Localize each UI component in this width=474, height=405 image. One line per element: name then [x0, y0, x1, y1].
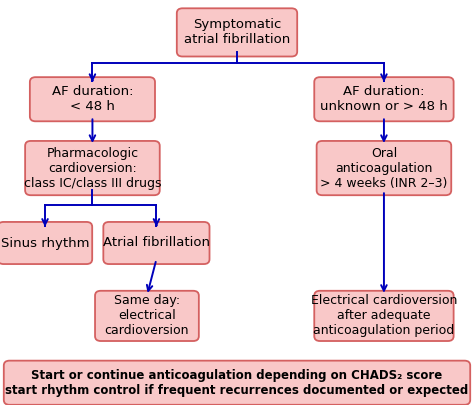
- FancyBboxPatch shape: [25, 141, 160, 195]
- FancyBboxPatch shape: [314, 77, 454, 122]
- FancyBboxPatch shape: [317, 141, 451, 195]
- FancyBboxPatch shape: [0, 222, 92, 264]
- Text: AF duration:
unknown or > 48 h: AF duration: unknown or > 48 h: [320, 85, 448, 113]
- FancyBboxPatch shape: [314, 291, 454, 341]
- Text: Symptomatic
atrial fibrillation: Symptomatic atrial fibrillation: [184, 18, 290, 47]
- Text: Same day:
electrical
cardioversion: Same day: electrical cardioversion: [105, 294, 189, 337]
- FancyBboxPatch shape: [30, 77, 155, 122]
- Text: Oral
anticoagulation
> 4 weeks (INR 2–3): Oral anticoagulation > 4 weeks (INR 2–3): [320, 147, 447, 190]
- Text: Atrial fibrillation: Atrial fibrillation: [103, 237, 210, 249]
- Text: Sinus rhythm: Sinus rhythm: [1, 237, 89, 249]
- Text: AF duration:
< 48 h: AF duration: < 48 h: [52, 85, 133, 113]
- Text: Electrical cardioversion
after adequate
anticoagulation period: Electrical cardioversion after adequate …: [311, 294, 457, 337]
- FancyBboxPatch shape: [177, 9, 297, 57]
- FancyBboxPatch shape: [4, 360, 470, 405]
- FancyBboxPatch shape: [95, 291, 199, 341]
- Text: Pharmacologic
cardioversion:
class IC/class III drugs: Pharmacologic cardioversion: class IC/cl…: [24, 147, 161, 190]
- Text: Start or continue anticoagulation depending on CHADS₂ score
start rhythm control: Start or continue anticoagulation depend…: [5, 369, 469, 397]
- FancyBboxPatch shape: [103, 222, 210, 264]
